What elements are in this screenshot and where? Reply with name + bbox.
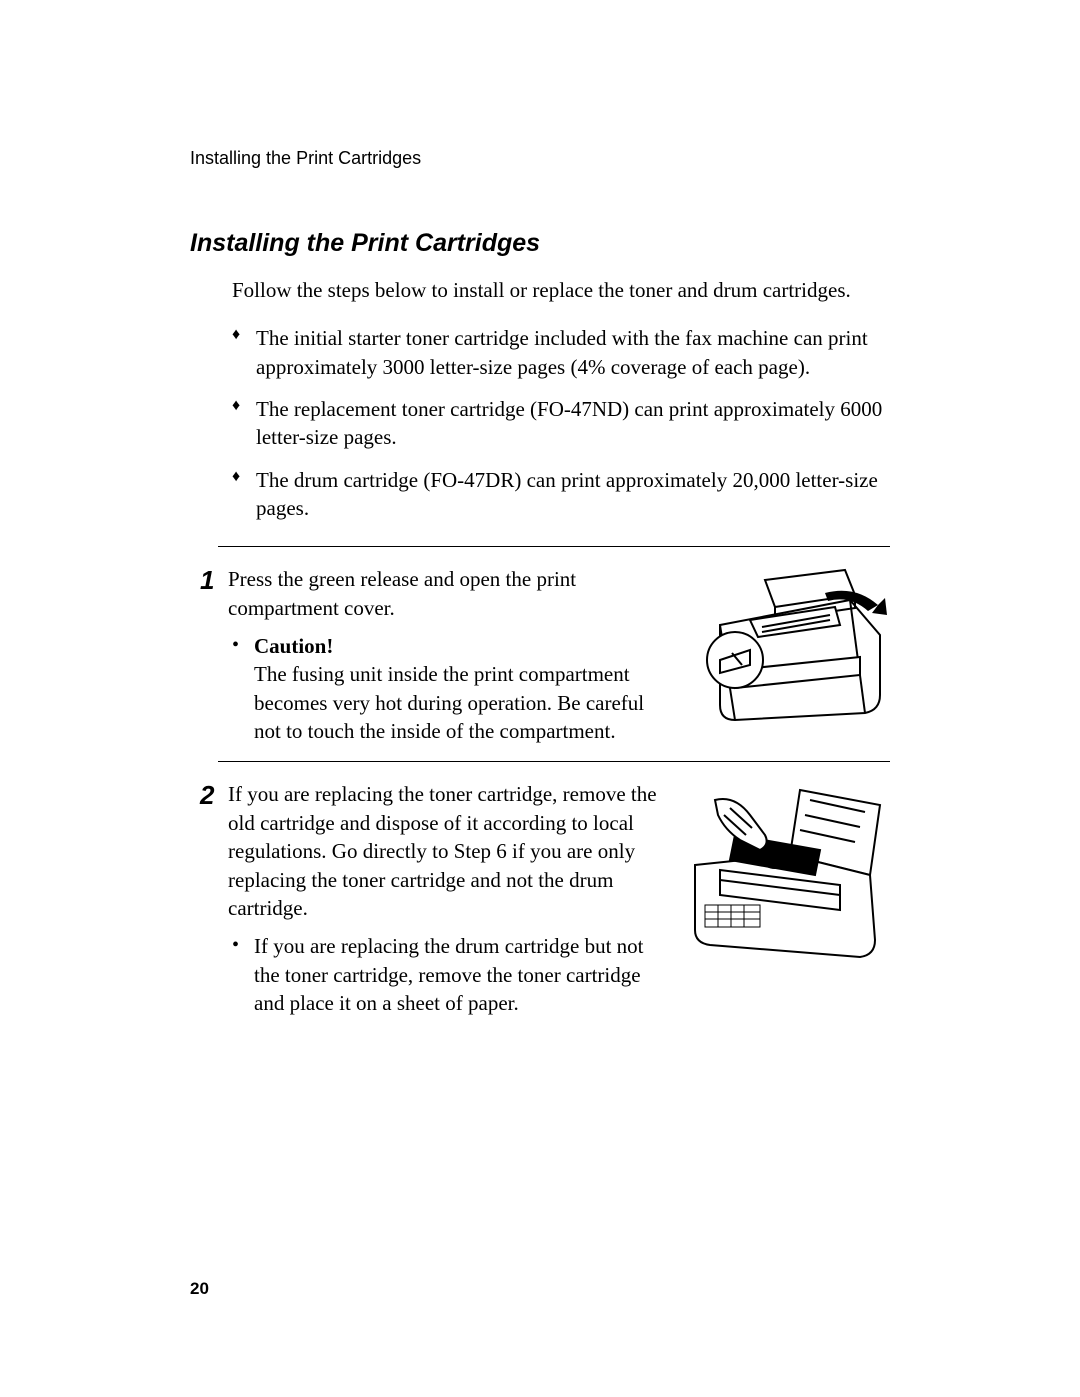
caution-label: Caution! <box>254 634 333 658</box>
caution-block: Caution! The fusing unit inside the prin… <box>228 632 670 745</box>
step-body: Press the green release and open the pri… <box>228 565 890 753</box>
info-bullet: The initial starter toner cartridge incl… <box>232 324 890 381</box>
step-number: 1 <box>200 565 228 593</box>
step-lead: If you are replacing the toner cartridge… <box>228 780 670 922</box>
info-bullet: The drum cartridge (FO-47DR) can print a… <box>232 466 890 523</box>
page-number: 20 <box>190 1279 209 1299</box>
step-lead: Press the green release and open the pri… <box>228 565 670 622</box>
intro-paragraph: Follow the steps below to install or rep… <box>232 276 890 304</box>
divider <box>218 761 890 762</box>
step-text: If you are replacing the toner cartridge… <box>228 780 670 1025</box>
info-bullet-list: The initial starter toner cartridge incl… <box>232 324 890 522</box>
step-1: 1 Press the green release and open the p… <box>200 565 890 753</box>
caution-text: The fusing unit inside the print compart… <box>254 662 644 743</box>
section-title: Installing the Print Cartridges <box>190 229 890 258</box>
step-body: If you are replacing the toner cartridge… <box>228 780 890 1025</box>
step-number: 2 <box>200 780 228 808</box>
printer-open-cover-illustration <box>680 565 890 725</box>
caution-item: Caution! The fusing unit inside the prin… <box>250 632 670 745</box>
step-sublist: If you are replacing the drum car­tridge… <box>228 932 670 1017</box>
manual-page: Installing the Print Cartridges Installi… <box>0 0 1080 1397</box>
step-sub-item: If you are replacing the drum car­tridge… <box>250 932 670 1017</box>
running-header: Installing the Print Cartridges <box>190 148 890 169</box>
step-2: 2 If you are replacing the toner cartrid… <box>200 780 890 1025</box>
remove-toner-illustration <box>680 780 890 970</box>
divider <box>218 546 890 547</box>
info-bullet: The replacement toner cartridge (FO-47ND… <box>232 395 890 452</box>
step-text: Press the green release and open the pri… <box>228 565 670 753</box>
